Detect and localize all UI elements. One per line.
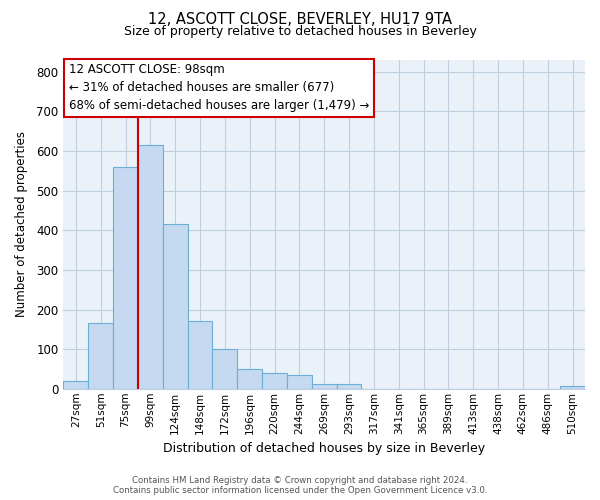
Text: Size of property relative to detached houses in Beverley: Size of property relative to detached ho… — [124, 25, 476, 38]
Bar — [237, 369, 262, 389]
X-axis label: Distribution of detached houses by size in Beverley: Distribution of detached houses by size … — [163, 442, 485, 455]
Bar — [163, 224, 188, 389]
Bar — [262, 373, 287, 389]
Text: Contains HM Land Registry data © Crown copyright and database right 2024.
Contai: Contains HM Land Registry data © Crown c… — [113, 476, 487, 495]
Bar — [64, 381, 88, 389]
Bar — [138, 145, 163, 389]
Text: 12, ASCOTT CLOSE, BEVERLEY, HU17 9TA: 12, ASCOTT CLOSE, BEVERLEY, HU17 9TA — [148, 12, 452, 28]
Bar — [113, 167, 138, 389]
Bar — [287, 375, 312, 389]
Y-axis label: Number of detached properties: Number of detached properties — [15, 132, 28, 318]
Bar — [188, 322, 212, 389]
Bar — [212, 349, 237, 389]
Bar — [312, 384, 337, 389]
Bar — [88, 324, 113, 389]
Text: 12 ASCOTT CLOSE: 98sqm
← 31% of detached houses are smaller (677)
68% of semi-de: 12 ASCOTT CLOSE: 98sqm ← 31% of detached… — [68, 64, 369, 112]
Bar — [337, 384, 361, 389]
Bar — [560, 386, 585, 389]
